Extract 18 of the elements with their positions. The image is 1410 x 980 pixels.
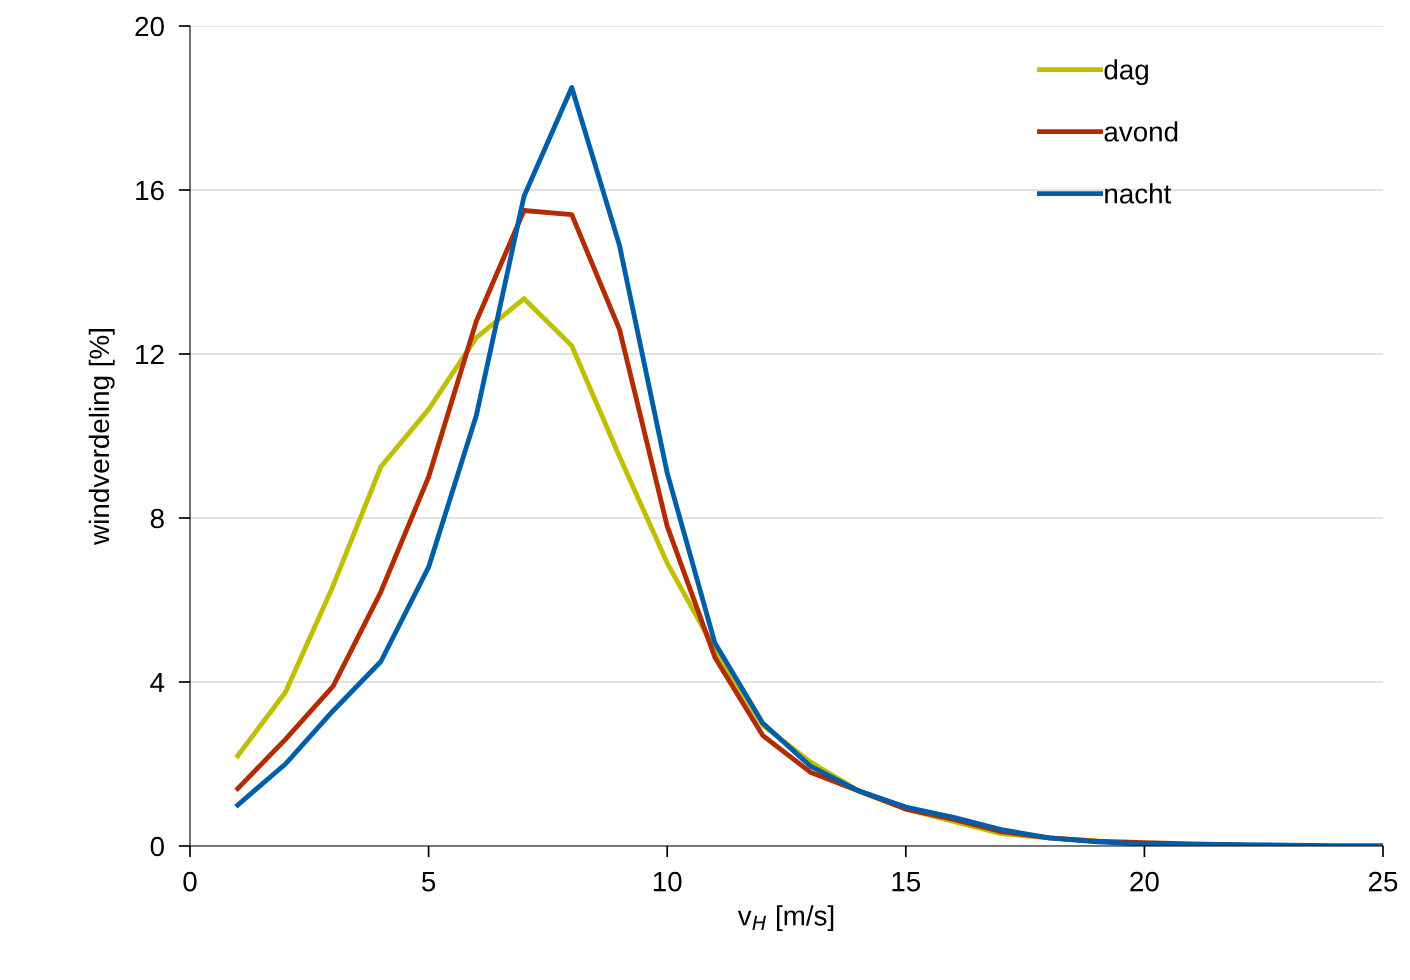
y-tick-label: 16 [136, 180, 164, 201]
x-axis-title: v$_{H}$ [m/s] [737, 905, 834, 932]
y-tick-label: 4 [150, 672, 165, 693]
y-tick-label: 20 [135, 16, 164, 37]
legend-label: avond [1104, 121, 1178, 142]
y-tick-label: 0 [150, 836, 164, 857]
x-tick-label: 15 [892, 872, 921, 892]
y-tick-label: 8 [150, 508, 164, 529]
y-tick-label: 12 [136, 344, 164, 365]
x-tick-label: 5 [421, 872, 436, 892]
x-tick-label: 25 [1368, 871, 1398, 892]
legend-label: dag [1104, 59, 1148, 86]
x-tick-label: 10 [653, 871, 682, 892]
x-tick-label: 0 [183, 871, 197, 892]
x-tick-label: 20 [1130, 871, 1159, 892]
line-series [235, 85, 1383, 846]
legend-label: nacht [1105, 183, 1172, 204]
y-axis-title: windverdeling [%] [88, 329, 115, 545]
